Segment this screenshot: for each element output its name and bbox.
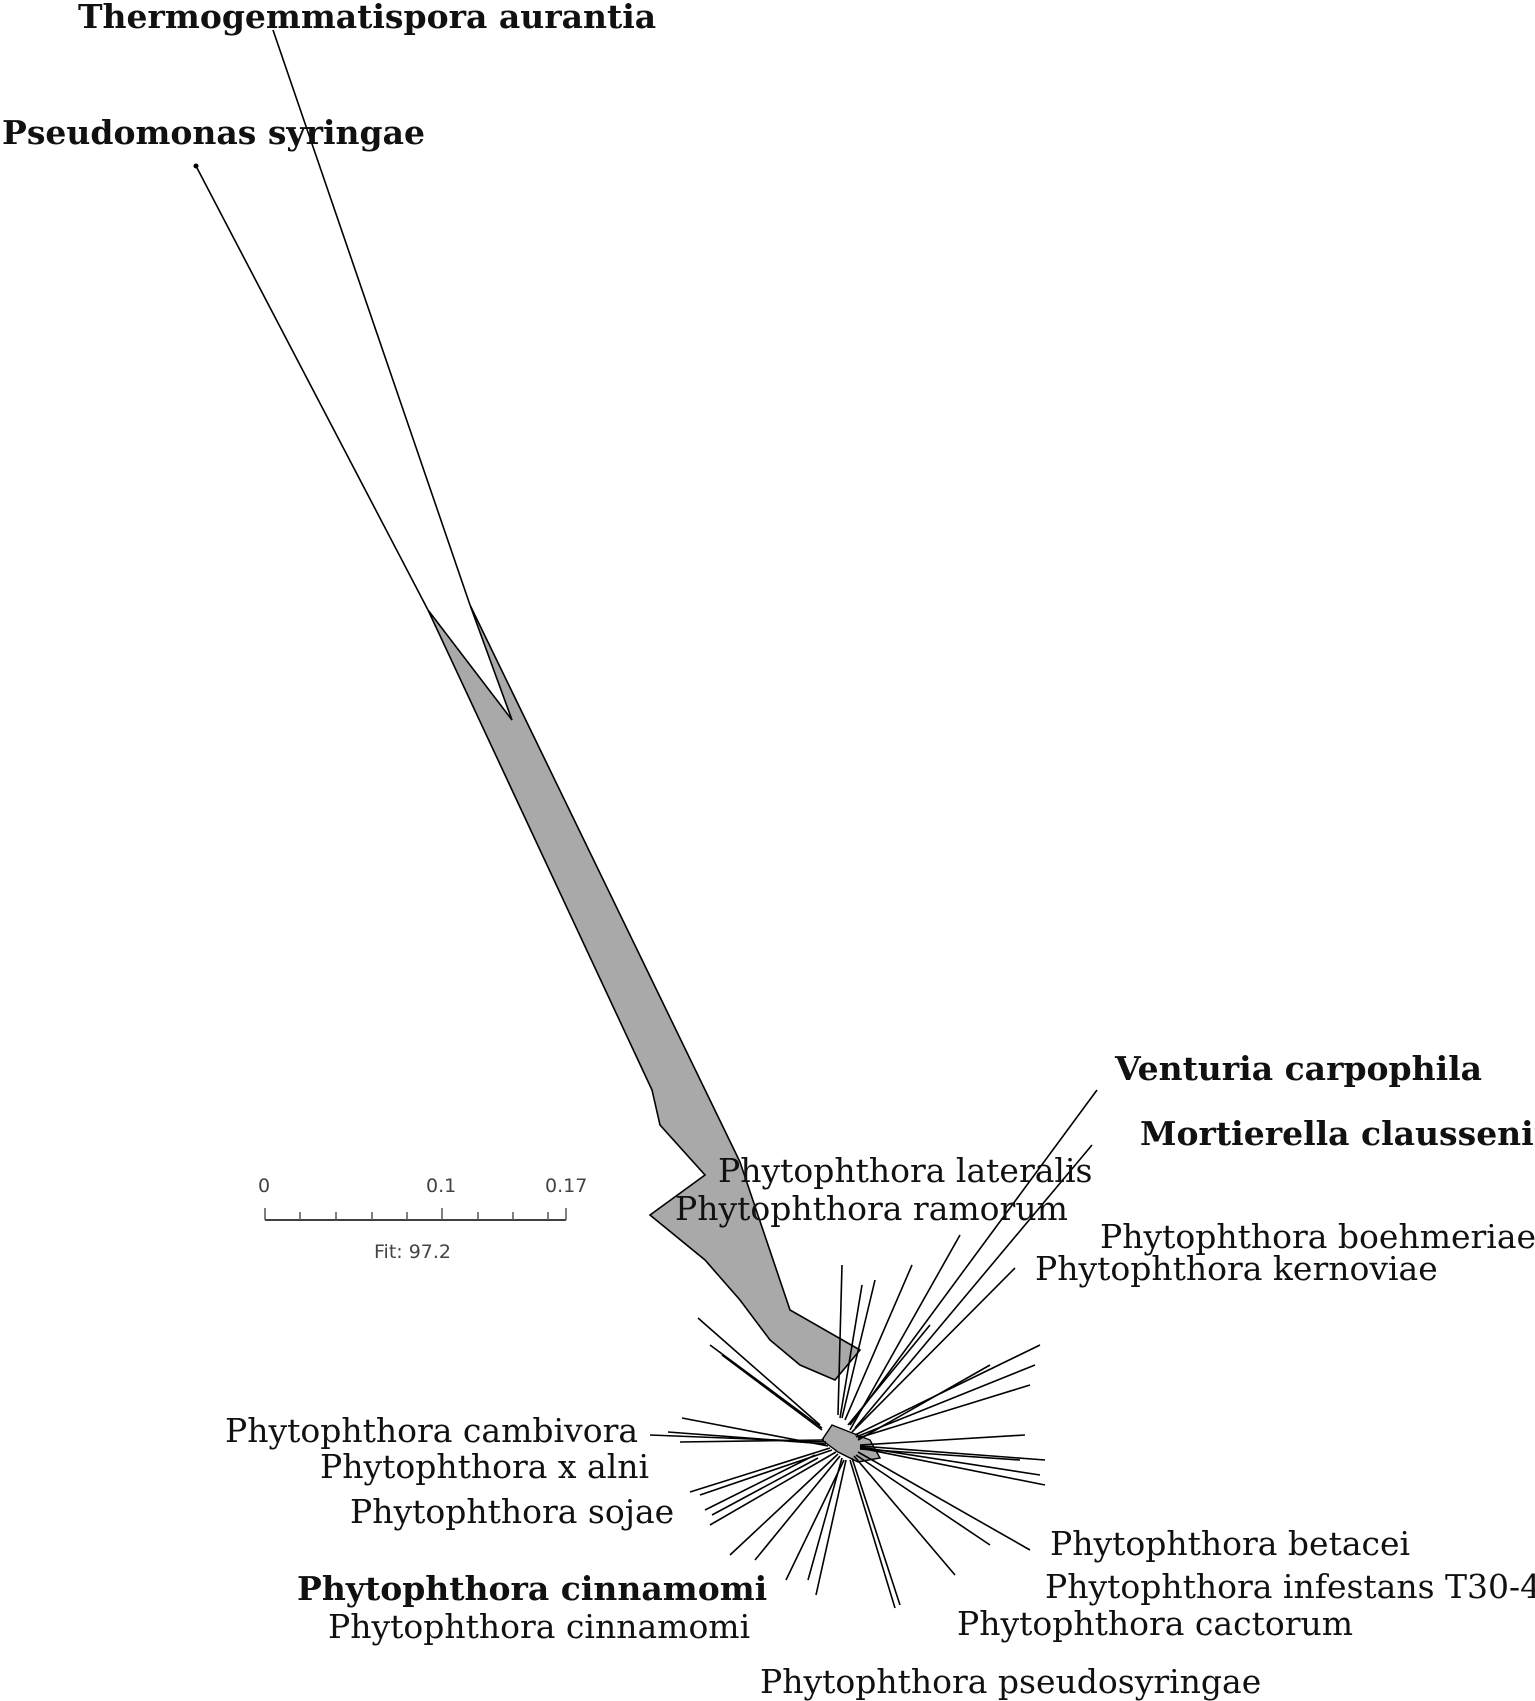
label-boehmeriae: Phytophthora boehmeriae — [1100, 1217, 1535, 1256]
branch-mortierella — [854, 1144, 1093, 1429]
scale-bar: 0 0.1 0.17 Fit: 97.2 — [258, 1175, 587, 1263]
scale-tick-0-1: 0.1 — [426, 1175, 456, 1197]
upper-right-branches — [837, 1234, 1041, 1441]
label-cinnamomi-bold: Phytophthora cinnamomi — [297, 1569, 767, 1608]
label-thermogemmatispora: Thermogemmatispora aurantia — [78, 0, 656, 36]
label-cinnamomi: Phytophthora cinnamomi — [328, 1607, 750, 1646]
fit-label: Fit: 97.2 — [374, 1241, 451, 1263]
label-venturia: Venturia carpophila — [1114, 1049, 1482, 1088]
branch-pseudomonas — [195, 165, 429, 611]
label-mortierella: Mortierella claussenii — [1140, 1114, 1535, 1153]
label-ramorum: Phytophthora ramorum — [675, 1189, 1068, 1228]
label-betacei: Phytophthora betacei — [1050, 1524, 1410, 1563]
label-cactorum: Phytophthora cactorum — [957, 1604, 1353, 1643]
label-kernoviae: Phytophthora kernoviae — [1035, 1249, 1438, 1288]
label-pseudosyringae: Phytophthora pseudosyringae — [760, 1662, 1261, 1701]
label-lateralis: Phytophthora lateralis — [718, 1151, 1092, 1190]
label-infestans: Phytophthora infestans T30-4 — [1045, 1567, 1535, 1606]
label-pseudomonas: Pseudomonas syringae — [2, 113, 425, 152]
split-band — [427, 604, 862, 1381]
left-branches — [649, 1317, 829, 1516]
scale-tick-0-17: 0.17 — [545, 1175, 587, 1197]
branch-thermogemmatispora — [272, 29, 471, 606]
scale-tick-0: 0 — [258, 1175, 270, 1197]
label-sojae: Phytophthora sojae — [350, 1492, 674, 1531]
branch-venturia — [849, 1089, 1098, 1426]
label-cambivora: Phytophthora cambivora — [225, 1411, 638, 1450]
right-branches — [849, 1434, 1046, 1609]
label-xalni: Phytophthora x alni — [320, 1447, 649, 1486]
